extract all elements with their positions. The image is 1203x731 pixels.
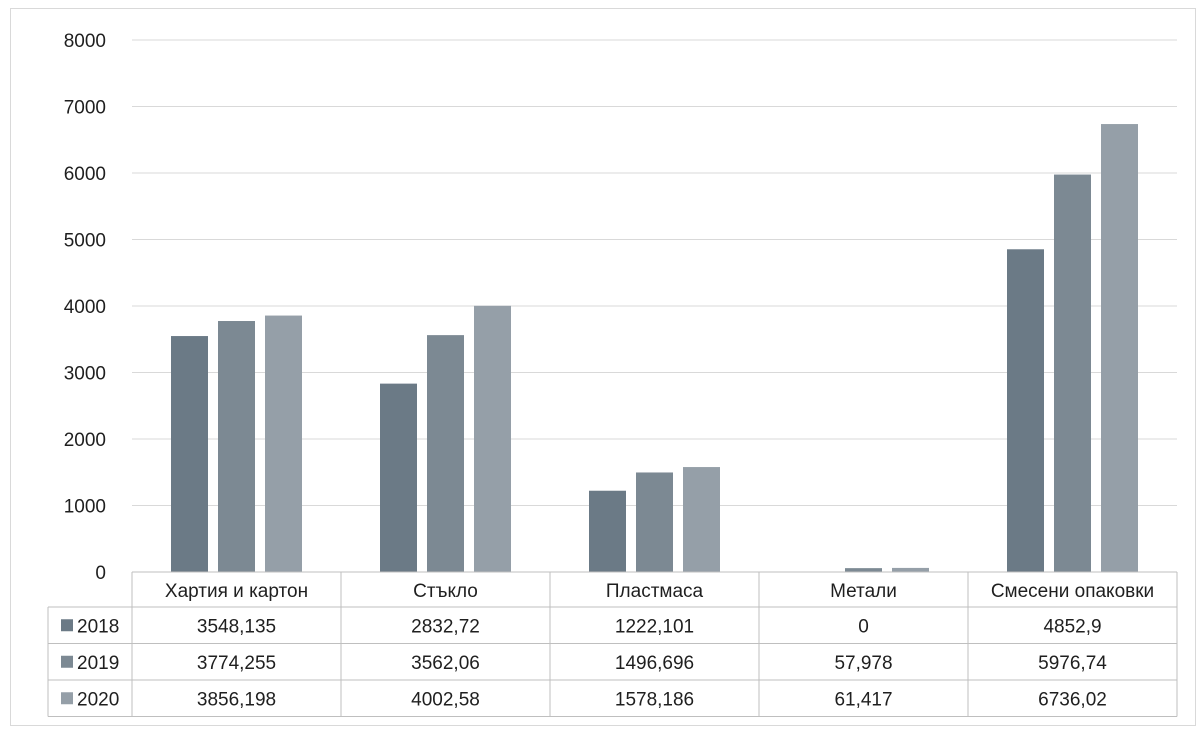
data-table-cell: 2832,72 [411,616,480,637]
y-tick-label: 2000 [64,430,106,451]
y-tick-label: 4000 [64,297,106,318]
bar [636,472,673,572]
legend-swatch [61,692,73,705]
bar [1054,174,1091,572]
data-table-cell: 0 [858,616,869,637]
bar [380,383,417,572]
data-table-cell: 1578,186 [615,689,694,710]
category-label: Пластмаса [606,581,704,602]
bar [1101,124,1138,572]
legend-label: 2019 [77,653,119,674]
y-tick-label: 8000 [64,31,106,52]
category-label: Стъкло [413,581,478,602]
category-label: Смесени опаковки [991,581,1154,602]
bar [845,568,882,572]
bar [427,335,464,572]
legend-label: 2018 [77,616,119,637]
bar [218,321,255,572]
bar [589,490,626,572]
data-table-cell: 3562,06 [411,653,480,674]
legend-swatch [61,619,73,632]
y-tick-label: 1000 [64,497,106,518]
chart-frame [10,8,1196,726]
data-table-cell: 5976,74 [1038,653,1107,674]
category-label: Хартия и картон [165,581,308,602]
bar [683,467,720,572]
y-tick-label: 0 [95,563,106,584]
data-table-cell: 61,417 [834,689,892,710]
bar [1007,249,1044,572]
y-tick-label: 6000 [64,164,106,185]
data-table-cell: 4852,9 [1043,616,1101,637]
y-tick-label: 7000 [64,98,106,119]
data-table-cell: 3774,255 [197,653,276,674]
data-table-cell: 1496,696 [615,653,694,674]
legend-swatch [61,655,73,668]
bar [474,305,511,572]
data-table-cell: 1222,101 [615,616,694,637]
bar [265,315,302,572]
data-table-cell: 3548,135 [197,616,276,637]
data-table-cell: 57,978 [834,653,892,674]
category-label: Метали [830,581,897,602]
data-table-cell: 4002,58 [411,689,480,710]
y-tick-label: 3000 [64,364,106,385]
data-table-cell: 3856,198 [197,689,276,710]
y-tick-label: 5000 [64,231,106,252]
bar [892,567,929,572]
legend-label: 2020 [77,689,119,710]
data-table-cell: 6736,02 [1038,689,1107,710]
bar [171,336,208,572]
